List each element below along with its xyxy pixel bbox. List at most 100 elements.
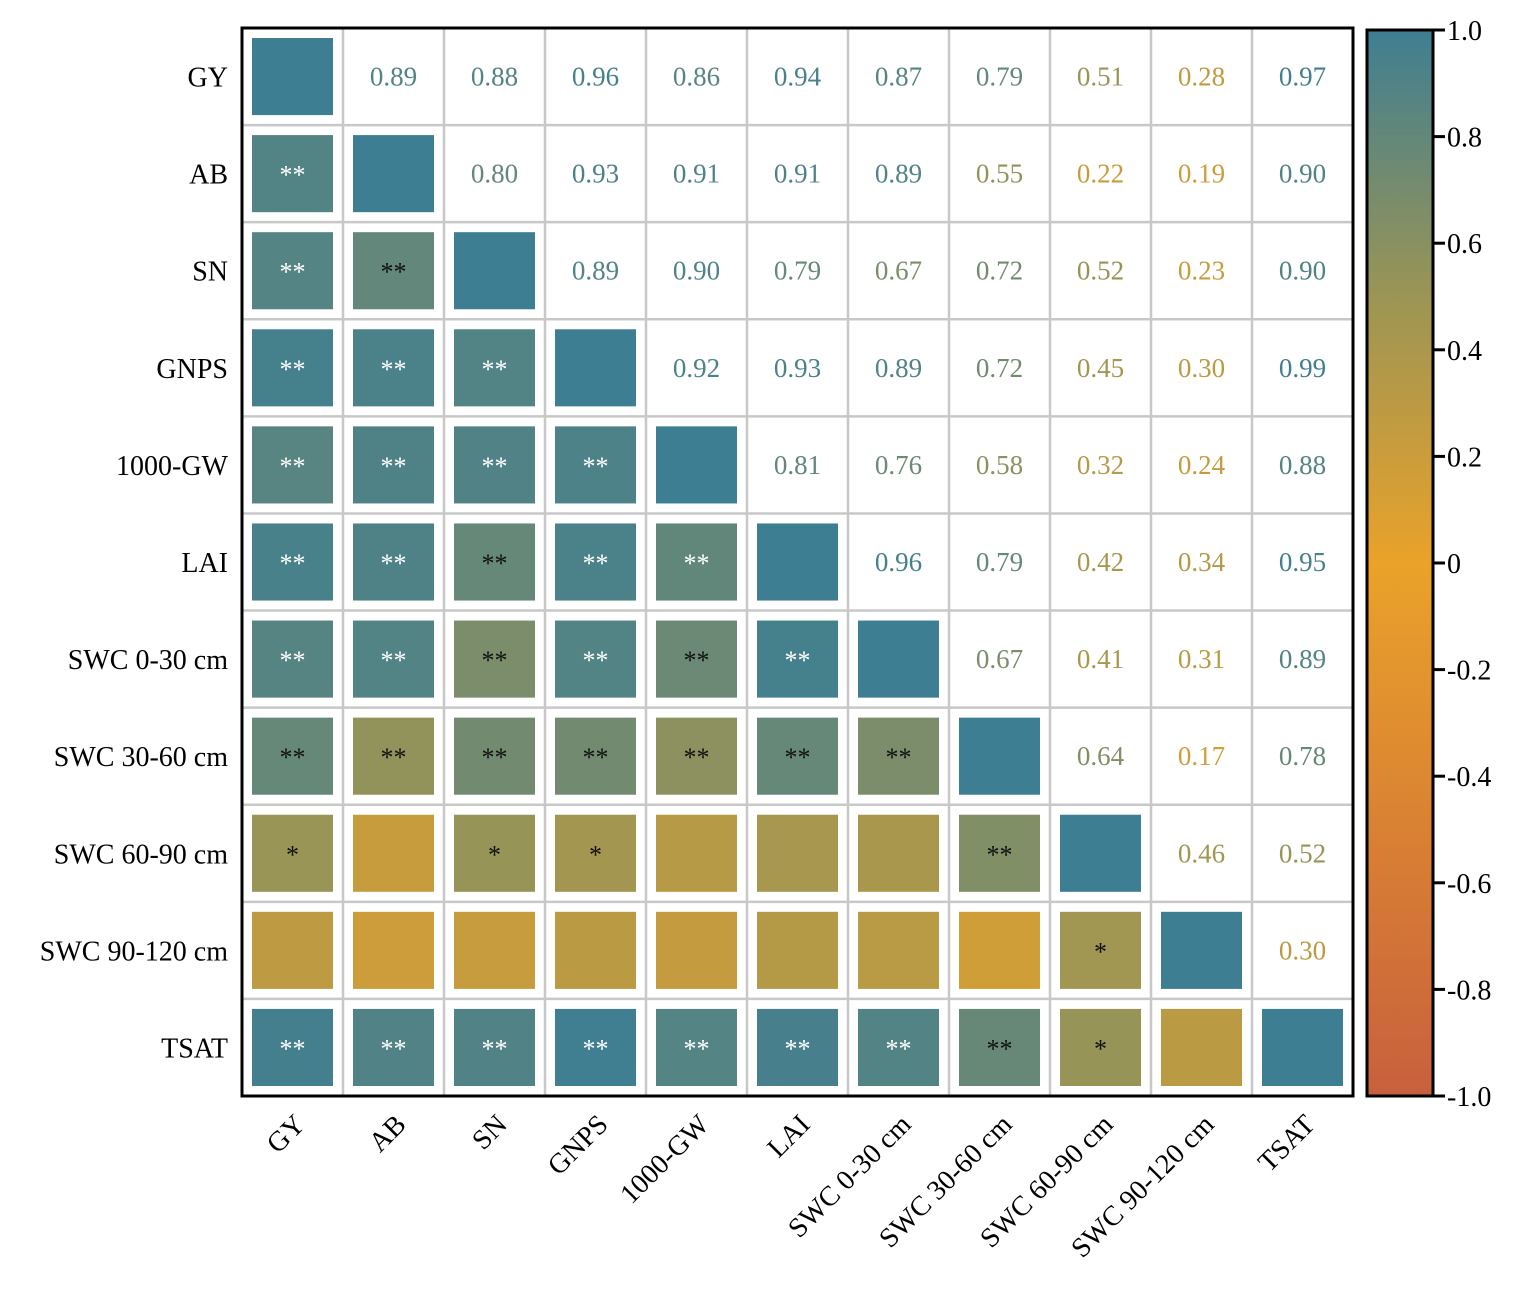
heatmap-cell (353, 329, 434, 407)
colorbar-tick-label: -0.6 (1447, 869, 1491, 900)
coefficient-label: 0.95 (1279, 547, 1326, 577)
coefficient-label: 0.58 (976, 450, 1023, 480)
significance-mark: ** (280, 646, 306, 675)
coefficient-label: 0.51 (1077, 62, 1124, 92)
heatmap-cell (656, 523, 737, 601)
heatmap-cell (353, 717, 434, 795)
heatmap-cell (252, 38, 333, 116)
plot-frame (240, 26, 1355, 1098)
colorbar-tick-label: -0.4 (1447, 762, 1491, 793)
significance-mark: ** (381, 258, 407, 287)
colorbar-tick-label: -0.2 (1447, 656, 1491, 687)
heatmap-cell (757, 717, 838, 795)
coefficient-label: 0.67 (976, 644, 1023, 674)
significance-mark: ** (381, 452, 407, 481)
coefficient-label: 0.41 (1077, 644, 1124, 674)
heatmap-cell (252, 1008, 333, 1086)
coefficient-label: 0.31 (1178, 644, 1225, 674)
y-tick-label: AB (189, 160, 228, 191)
heatmap-cell (353, 523, 434, 601)
significance-mark: ** (482, 743, 508, 772)
x-tick-label: GNPS (542, 1109, 615, 1182)
heatmap-cell (757, 620, 838, 698)
colorbar-gradient (1365, 28, 1435, 1098)
heatmap-cell (656, 911, 737, 989)
heatmap-cell (353, 1008, 434, 1086)
significance-mark: ** (280, 743, 306, 772)
heatmap-cell (454, 814, 535, 892)
y-tick-label: LAI (181, 548, 228, 579)
heatmap-cell (454, 717, 535, 795)
heatmap-cell (252, 426, 333, 504)
significance-mark: ** (381, 1034, 407, 1063)
heatmap-cell (252, 717, 333, 795)
heatmap-cell (353, 814, 434, 892)
colorbar-tick-label: 0.4 (1447, 336, 1482, 367)
coefficient-label: 0.79 (774, 256, 821, 286)
grid-lines (242, 28, 1353, 1096)
significance-mark: ** (381, 743, 407, 772)
coefficient-label: 0.93 (774, 353, 821, 383)
coefficient-label: 0.91 (774, 159, 821, 189)
heatmap-cell (252, 135, 333, 213)
significance-mark: ** (785, 743, 811, 772)
significance-mark: ** (381, 646, 407, 675)
coefficient-label: 0.45 (1077, 353, 1124, 383)
significance-mark: * (1094, 1034, 1107, 1063)
y-tick-label: SN (192, 257, 228, 288)
significance-mark: ** (280, 1034, 306, 1063)
coefficient-label: 0.89 (370, 62, 417, 92)
significance-mark: ** (482, 355, 508, 384)
significance-mark: ** (280, 549, 306, 578)
significance-mark: ** (482, 452, 508, 481)
heatmap-cells: 0.89 0.88 0.96 0.86 0.94 0.87 0.79 0.51 0.28 0.97… (252, 38, 1343, 1086)
y-tick-label: SWC 90-120 cm (40, 936, 228, 967)
heatmap-cell (959, 911, 1040, 989)
x-tick-label: SN (466, 1109, 513, 1156)
colorbar-tick-label: 0 (1447, 549, 1461, 580)
heatmap-cell (454, 232, 535, 310)
heatmap-cell (757, 523, 838, 601)
colorbar-tick-label: 0.8 (1447, 123, 1482, 154)
coefficient-label: 0.81 (774, 450, 821, 480)
coefficient-label: 0.32 (1077, 450, 1124, 480)
coefficient-label: 0.96 (572, 62, 619, 92)
heatmap-cell (353, 135, 434, 213)
coefficient-label: 0.30 (1279, 935, 1326, 965)
significance-mark: ** (280, 161, 306, 190)
coefficient-label: 0.89 (1279, 644, 1326, 674)
coefficient-label: 0.93 (572, 159, 619, 189)
significance-mark: ** (583, 549, 609, 578)
coefficient-label: 0.79 (976, 547, 1023, 577)
significance-mark: ** (785, 646, 811, 675)
coefficient-label: 0.80 (471, 159, 518, 189)
x-tick-label: LAI (762, 1109, 817, 1164)
significance-mark: ** (381, 549, 407, 578)
coefficient-label: 0.24 (1178, 450, 1226, 480)
significance-mark: ** (684, 646, 710, 675)
coefficient-label: 0.89 (572, 256, 619, 286)
heatmap-cell (656, 426, 737, 504)
y-axis-labels: GY AB SN GNPS 1000-GW LAI SWC 0-30 cm SWC 30-60… (40, 63, 229, 1065)
coefficient-label: 0.91 (673, 159, 720, 189)
coefficient-label: 0.19 (1178, 159, 1225, 189)
x-tick-label: 1000-GW (614, 1109, 716, 1211)
coefficient-label: 0.89 (875, 159, 922, 189)
heatmap-cell (454, 329, 535, 407)
heatmap-cell (858, 1008, 939, 1086)
y-tick-label: SWC 0-30 cm (68, 645, 228, 676)
significance-mark: ** (886, 743, 912, 772)
colorbar-tick-label: -0.8 (1447, 975, 1491, 1006)
coefficient-label: 0.90 (1279, 159, 1326, 189)
coefficient-label: 0.88 (471, 62, 518, 92)
heatmap-cell (757, 814, 838, 892)
significance-mark: ** (280, 258, 306, 287)
y-tick-label: GNPS (156, 354, 228, 385)
significance-mark: ** (482, 646, 508, 675)
heatmap-cell (555, 523, 636, 601)
heatmap-cell (252, 620, 333, 698)
coefficient-label: 0.52 (1279, 838, 1326, 868)
coefficient-label: 0.87 (875, 62, 922, 92)
